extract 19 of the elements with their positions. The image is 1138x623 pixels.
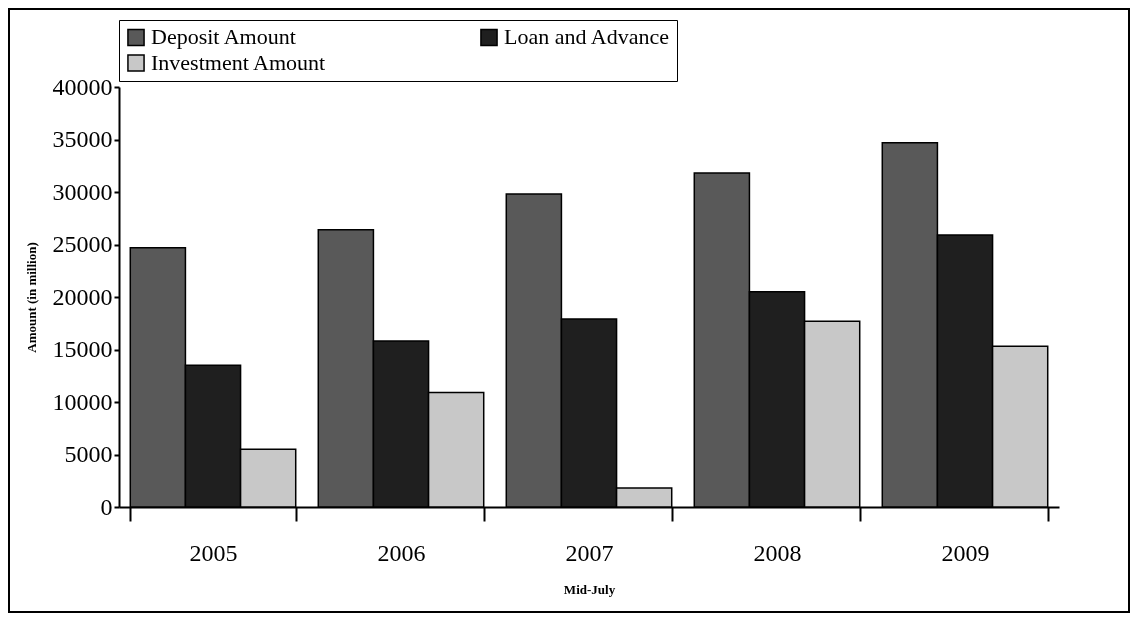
x-tick-label: 2009	[941, 539, 990, 566]
x-tick-label: 2005	[189, 539, 238, 566]
y-tick-label: 35000	[52, 126, 113, 152]
x-axis-title: Mid-July	[563, 581, 616, 597]
y-tick-label: 20000	[52, 283, 113, 310]
y-tick-label: 30000	[52, 178, 113, 205]
x-tick-label: 2006	[377, 539, 426, 566]
y-tick-label: 5000	[64, 441, 113, 467]
x-tick-label: 2007	[565, 539, 614, 566]
y-tick-label: 10000	[52, 388, 113, 415]
legend-label: Deposit Amount	[151, 24, 296, 50]
y-tick-label: 15000	[52, 336, 113, 362]
y-tick-label: 25000	[52, 231, 113, 257]
y-tick-label: 40000	[52, 73, 113, 100]
x-tick-label: 2008	[753, 539, 802, 566]
legend-label: Loan and Advance	[504, 24, 669, 50]
y-axis-title: Amount (in million)	[23, 242, 39, 353]
y-tick-label: 0	[100, 493, 113, 520]
legend-label: Investment Amount	[151, 50, 326, 75]
